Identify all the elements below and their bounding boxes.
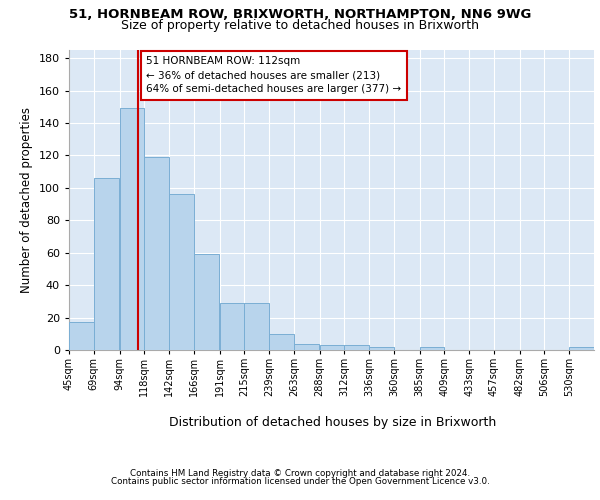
Bar bbox=[269, 334, 294, 350]
Bar bbox=[569, 347, 594, 350]
Text: Distribution of detached houses by size in Brixworth: Distribution of detached houses by size … bbox=[169, 416, 497, 429]
Bar bbox=[94, 178, 119, 350]
Text: Size of property relative to detached houses in Brixworth: Size of property relative to detached ho… bbox=[121, 19, 479, 32]
Bar bbox=[344, 345, 369, 350]
Text: Contains public sector information licensed under the Open Government Licence v3: Contains public sector information licen… bbox=[110, 477, 490, 486]
Text: 51, HORNBEAM ROW, BRIXWORTH, NORTHAMPTON, NN6 9WG: 51, HORNBEAM ROW, BRIXWORTH, NORTHAMPTON… bbox=[69, 8, 531, 20]
Text: 51 HORNBEAM ROW: 112sqm
← 36% of detached houses are smaller (213)
64% of semi-d: 51 HORNBEAM ROW: 112sqm ← 36% of detache… bbox=[146, 56, 401, 94]
Bar bbox=[119, 108, 144, 350]
Bar bbox=[144, 157, 169, 350]
Bar bbox=[320, 345, 344, 350]
Bar bbox=[220, 303, 244, 350]
Bar bbox=[194, 254, 218, 350]
Bar bbox=[69, 322, 94, 350]
Bar bbox=[244, 303, 269, 350]
Bar bbox=[294, 344, 319, 350]
Text: Contains HM Land Registry data © Crown copyright and database right 2024.: Contains HM Land Registry data © Crown c… bbox=[130, 468, 470, 477]
Y-axis label: Number of detached properties: Number of detached properties bbox=[20, 107, 33, 293]
Bar bbox=[169, 194, 194, 350]
Bar bbox=[419, 347, 445, 350]
Bar bbox=[369, 347, 394, 350]
